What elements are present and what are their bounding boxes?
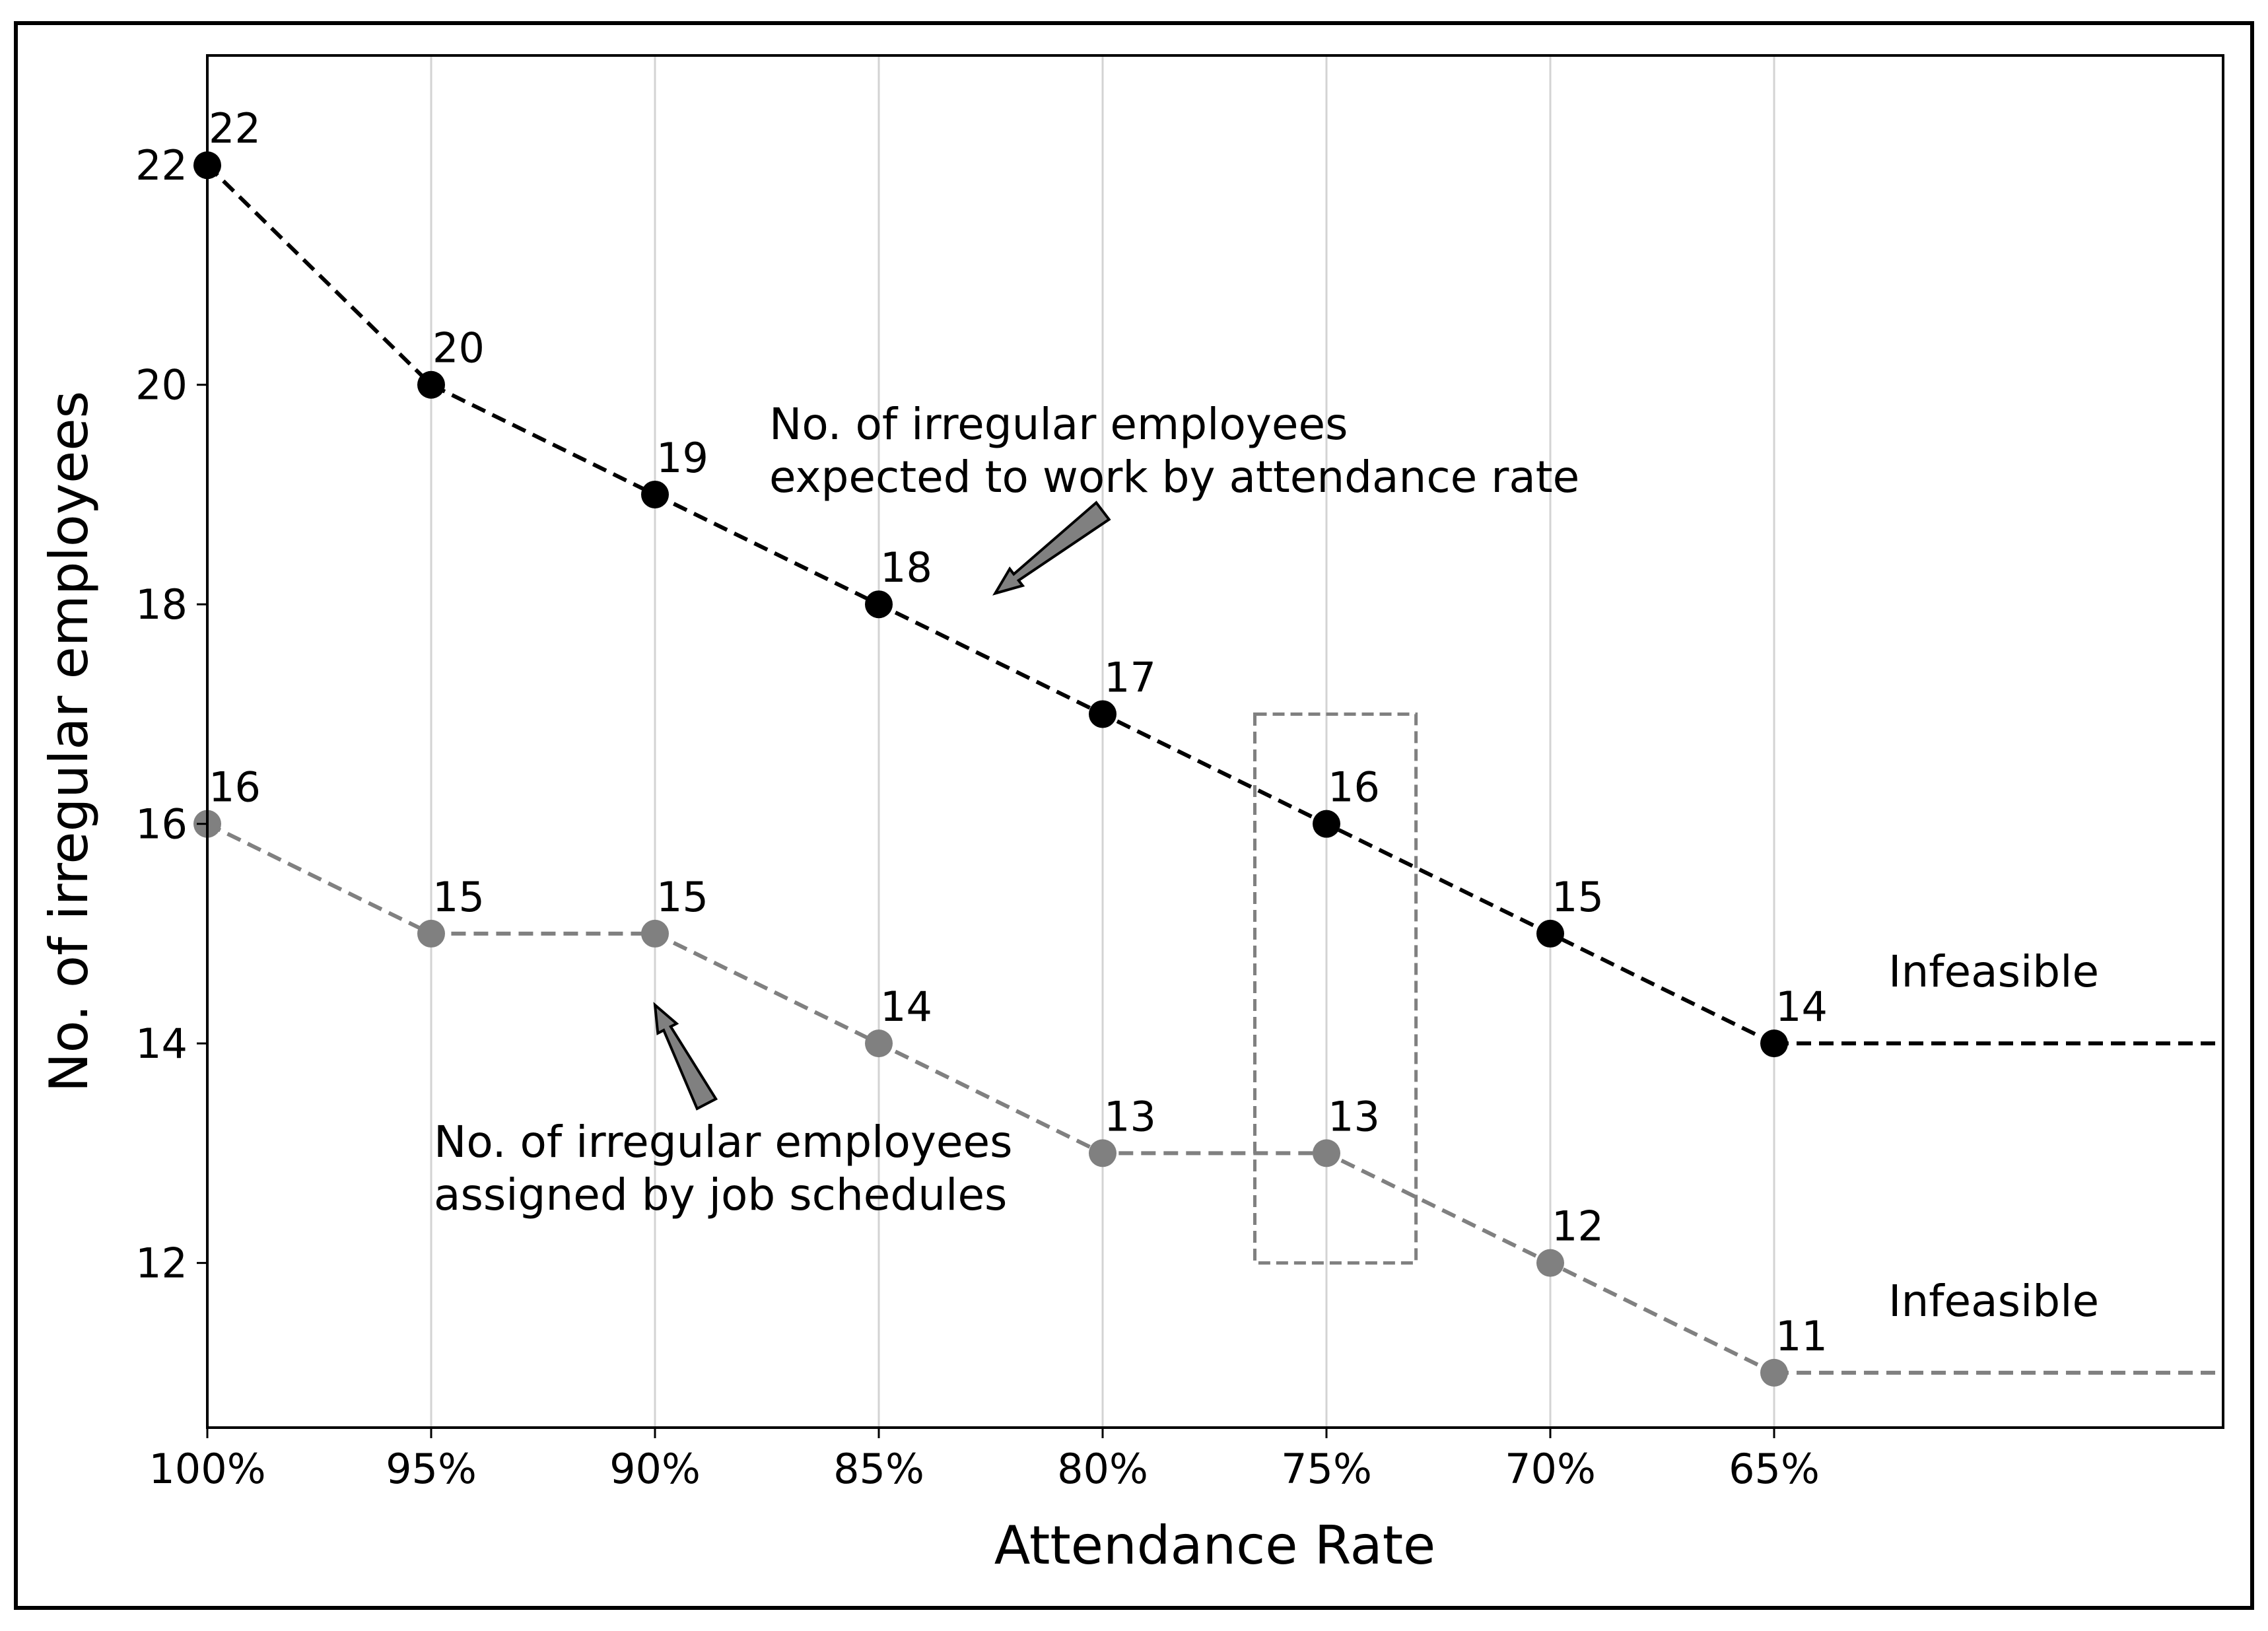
data-label: 17: [1104, 653, 1156, 701]
infeasible-label: Infeasible: [1888, 946, 2099, 997]
data-label: 16: [209, 763, 261, 812]
series-line: [205, 164, 1775, 1045]
data-label: 12: [1552, 1202, 1604, 1251]
y-tick-label: 18: [135, 580, 188, 629]
data-point: [641, 480, 669, 508]
plot-area-frame: [206, 54, 2224, 1429]
annotation-layer: No. of irregular employees expected to wo…: [434, 399, 1579, 1220]
annotation-2: No. of irregular employees assigned by jo…: [434, 1002, 1013, 1220]
x-tick-label: 75%: [1281, 1445, 1372, 1493]
x-tick-label: 90%: [609, 1445, 701, 1493]
annotation-arrow: [653, 1002, 718, 1111]
data-label: 14: [880, 983, 932, 1031]
data-label: 11: [1775, 1312, 1828, 1360]
axes-layer: 100% 95% 90% 85% 80% 75% 70% 65% 12 14 16 18 20 22: [135, 141, 1820, 1493]
data-point: [1536, 919, 1564, 948]
highlight-box-group: [1253, 712, 1418, 1265]
figure-border: [14, 21, 2254, 1610]
annotation-text-line: assigned by job schedules: [434, 1169, 1007, 1220]
x-tick-label: 70%: [1505, 1445, 1596, 1493]
x-tick-label: 80%: [1057, 1445, 1148, 1493]
annotation-text: No. of irregular employees assigned by jo…: [434, 1117, 1013, 1220]
data-label: 15: [432, 873, 485, 921]
data-point: [865, 590, 893, 619]
x-axis-label: Attendance Rate: [994, 1515, 1436, 1576]
data-point: [1313, 810, 1340, 838]
data-label: 13: [1104, 1092, 1156, 1140]
x-tick-label: 85%: [833, 1445, 924, 1493]
data-label: 15: [656, 873, 708, 921]
annotation-text-line: No. of irregular employees: [769, 399, 1348, 450]
data-point: [865, 1029, 893, 1058]
data-label: 18: [880, 543, 932, 592]
data-point: [1089, 1139, 1117, 1167]
gridlines: [206, 55, 1775, 1428]
y-tick-label: 14: [135, 1020, 188, 1068]
data-point: [1313, 1139, 1340, 1167]
x-tick-label: 95%: [386, 1445, 477, 1493]
y-tick-label: 12: [135, 1239, 188, 1288]
y-axis-label: No. of irregular employees: [38, 391, 100, 1092]
data-label: 16: [1328, 763, 1380, 812]
y-tick-label: 22: [135, 141, 188, 190]
data-point: [641, 919, 669, 948]
series-1: 22 20 19 18 17 16 15 14 Infeasible: [193, 104, 2223, 1058]
data-point: [1536, 1249, 1564, 1277]
data-label: 20: [432, 324, 485, 372]
series-line: [206, 821, 1775, 1375]
y-tick-label: 20: [135, 361, 188, 409]
annotation-arrow: [992, 501, 1111, 596]
data-point: [1089, 700, 1117, 728]
annotation-text-line: expected to work by attendance rate: [769, 452, 1579, 503]
infeasible-label: Infeasible: [1888, 1276, 2099, 1327]
series-layer: 22 20 19 18 17 16 15 14 Infeasible 16 15 15 14 13 13 12…: [193, 104, 2223, 1387]
x-tick-label: 65%: [1729, 1445, 1820, 1493]
data-point: [1760, 1029, 1788, 1058]
x-tick-label: 100%: [149, 1445, 265, 1493]
highlight-box: [1253, 712, 1418, 1265]
data-point: [1760, 1358, 1788, 1387]
annotation-text: No. of irregular employees expected to wo…: [769, 399, 1579, 503]
data-label: 14: [1775, 983, 1828, 1031]
annotation-text-line: No. of irregular employees: [434, 1117, 1013, 1167]
data-label: 19: [656, 434, 708, 482]
data-point: [417, 370, 445, 399]
data-label: 22: [209, 104, 261, 153]
data-label: 13: [1328, 1092, 1380, 1140]
y-tick-label: 16: [135, 800, 188, 849]
data-label: 15: [1552, 873, 1604, 921]
annotation-1: No. of irregular employees expected to wo…: [769, 399, 1579, 596]
data-point: [417, 919, 445, 948]
series-2: 16 15 15 14 13 13 12 11 Infeasible: [193, 763, 2223, 1387]
